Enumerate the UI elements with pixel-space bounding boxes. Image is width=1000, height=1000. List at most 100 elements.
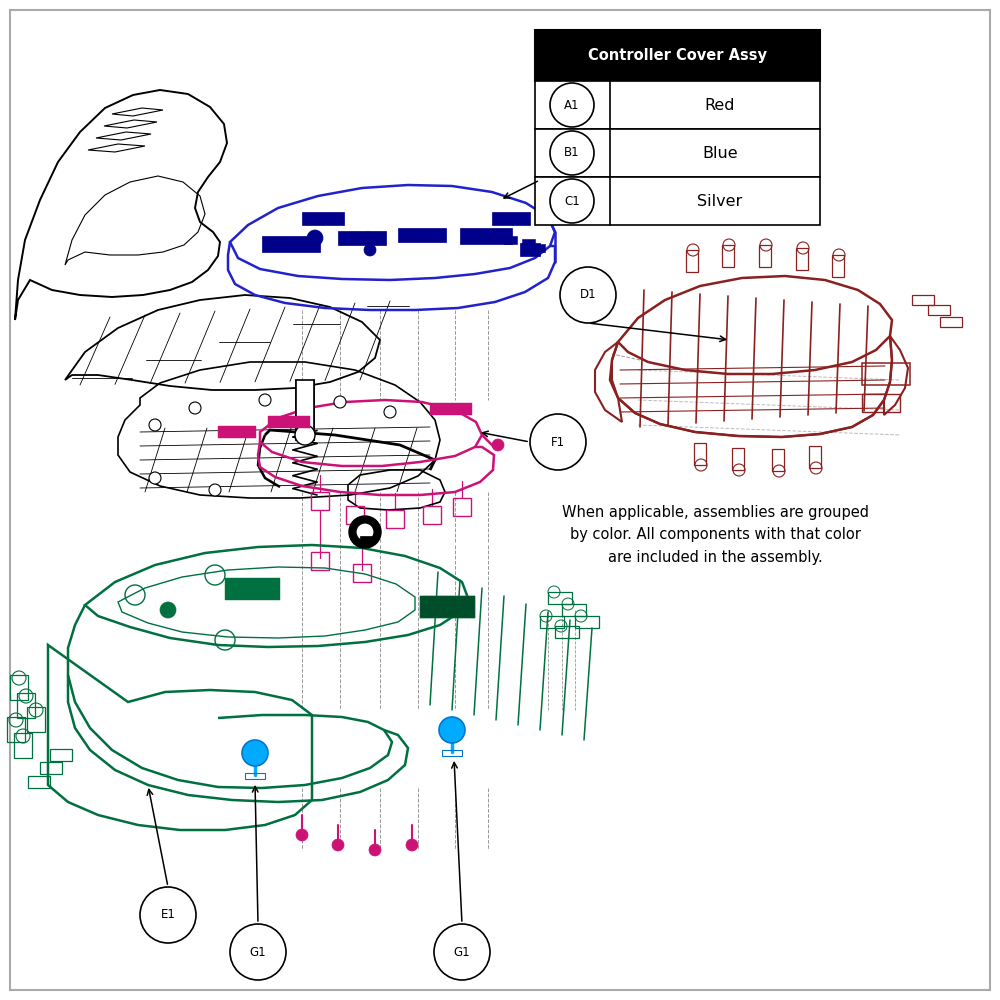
Bar — [862, 363, 910, 385]
Text: D1: D1 — [580, 288, 596, 302]
Circle shape — [362, 232, 374, 244]
Bar — [722, 245, 734, 267]
Circle shape — [140, 887, 196, 943]
Bar — [809, 446, 821, 468]
Text: G1: G1 — [454, 946, 470, 958]
Text: B1: B1 — [564, 146, 580, 159]
Bar — [420, 596, 475, 618]
Bar — [732, 448, 744, 470]
Circle shape — [160, 602, 176, 618]
Text: Controller Cover Assy: Controller Cover Assy — [588, 48, 767, 63]
Bar — [862, 394, 900, 412]
Bar — [420, 596, 475, 618]
Bar — [535, 177, 820, 225]
Bar — [296, 380, 314, 440]
Bar — [225, 578, 280, 600]
Text: C1: C1 — [564, 195, 580, 208]
Bar — [423, 506, 441, 524]
Bar — [759, 245, 771, 267]
Bar — [346, 506, 364, 524]
Circle shape — [296, 829, 308, 841]
Circle shape — [230, 924, 286, 980]
Bar — [386, 510, 404, 528]
Circle shape — [349, 516, 381, 548]
Bar — [218, 426, 256, 438]
Bar — [353, 564, 371, 582]
Bar — [302, 212, 344, 225]
Bar — [460, 228, 512, 244]
Text: A1: A1 — [564, 99, 580, 112]
Bar — [548, 592, 572, 604]
Bar — [575, 616, 599, 628]
Circle shape — [209, 484, 221, 496]
Bar — [453, 498, 471, 516]
Bar — [311, 492, 329, 510]
Bar — [928, 305, 950, 315]
Bar — [10, 675, 28, 700]
Bar — [555, 626, 579, 638]
Bar — [430, 403, 472, 415]
Bar — [492, 212, 530, 225]
Circle shape — [307, 230, 323, 246]
Circle shape — [550, 131, 594, 175]
Bar — [540, 616, 564, 628]
Text: G1: G1 — [250, 946, 266, 958]
Circle shape — [560, 267, 616, 323]
Bar — [772, 449, 784, 471]
Bar — [40, 762, 62, 774]
Bar — [50, 749, 72, 761]
Bar — [832, 255, 844, 277]
Bar — [262, 236, 320, 252]
Bar — [504, 236, 517, 244]
Circle shape — [332, 839, 344, 851]
Circle shape — [356, 523, 374, 541]
Bar — [535, 30, 820, 81]
Text: When applicable, assemblies are grouped
by color. All components with that color: When applicable, assemblies are grouped … — [562, 505, 868, 565]
Text: Blue: Blue — [702, 145, 738, 160]
Bar — [520, 243, 540, 256]
Bar — [338, 231, 386, 245]
Bar — [535, 81, 820, 129]
Circle shape — [369, 844, 381, 856]
Circle shape — [259, 394, 271, 406]
Bar — [796, 248, 808, 270]
Bar — [311, 552, 329, 570]
Bar — [7, 717, 25, 742]
Circle shape — [406, 839, 418, 851]
Circle shape — [550, 179, 594, 223]
Bar — [912, 295, 934, 305]
Bar — [17, 693, 35, 718]
Bar — [268, 416, 310, 428]
Circle shape — [334, 396, 346, 408]
Circle shape — [295, 425, 315, 445]
Bar — [360, 536, 372, 542]
Text: F1: F1 — [551, 436, 565, 448]
Bar — [522, 239, 535, 247]
Bar — [686, 250, 698, 272]
Circle shape — [189, 402, 201, 414]
Text: Red: Red — [705, 98, 735, 113]
Circle shape — [492, 439, 504, 451]
Bar — [28, 776, 50, 788]
Text: Silver: Silver — [697, 194, 743, 209]
Circle shape — [530, 414, 586, 470]
Circle shape — [149, 472, 161, 484]
Bar — [940, 317, 962, 327]
Circle shape — [364, 244, 376, 256]
Bar — [562, 604, 586, 616]
Circle shape — [550, 83, 594, 127]
Circle shape — [439, 717, 465, 743]
Bar — [535, 129, 820, 177]
Circle shape — [434, 924, 490, 980]
Bar — [14, 733, 32, 758]
Circle shape — [242, 740, 268, 766]
Bar — [694, 443, 706, 465]
Circle shape — [384, 406, 396, 418]
Text: E1: E1 — [161, 908, 175, 922]
Circle shape — [149, 419, 161, 431]
Bar — [398, 228, 446, 242]
Bar — [442, 750, 462, 756]
Bar — [532, 244, 545, 252]
Bar — [245, 773, 265, 779]
Bar — [27, 707, 45, 732]
